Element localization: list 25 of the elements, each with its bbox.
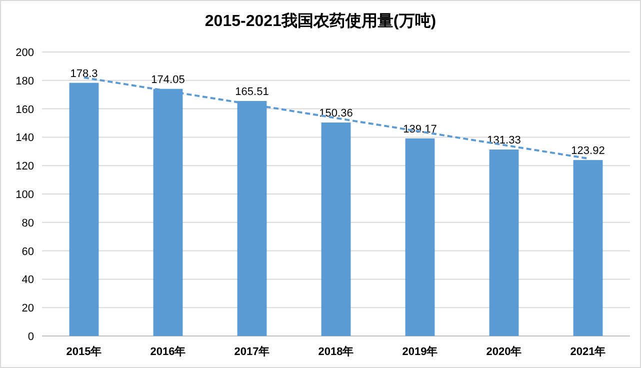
data-label: 165.51 [235, 86, 269, 98]
x-tick-label: 2017年 [234, 345, 270, 358]
bar [405, 138, 435, 336]
data-label: 174.05 [151, 74, 185, 86]
y-tick-label: 0 [28, 331, 34, 343]
y-tick-label: 120 [16, 160, 34, 173]
y-tick-label: 20 [22, 302, 34, 315]
y-tick-label: 140 [16, 132, 34, 144]
y-tick-label: 160 [16, 104, 34, 116]
x-tick-label: 2018年 [318, 345, 354, 358]
y-tick-label: 80 [22, 217, 34, 230]
x-tick-label: 2015年 [66, 345, 102, 358]
x-tick-label: 2019年 [402, 345, 438, 358]
bar [69, 82, 99, 336]
y-tick-label: 100 [16, 189, 34, 201]
y-tick-label: 200 [16, 47, 34, 59]
y-tick-label: 40 [22, 274, 34, 286]
x-tick-label: 2016年 [150, 345, 186, 358]
y-tick-label: 180 [16, 75, 34, 88]
x-tick-label: 2020年 [486, 345, 522, 358]
y-tick-label: 60 [22, 246, 34, 258]
chart-title: 2015-2021我国农药使用量(万吨) [204, 12, 436, 30]
x-tick-label: 2021年 [570, 345, 606, 358]
data-label: 178.3 [70, 68, 98, 80]
data-label: 123.92 [571, 145, 605, 158]
